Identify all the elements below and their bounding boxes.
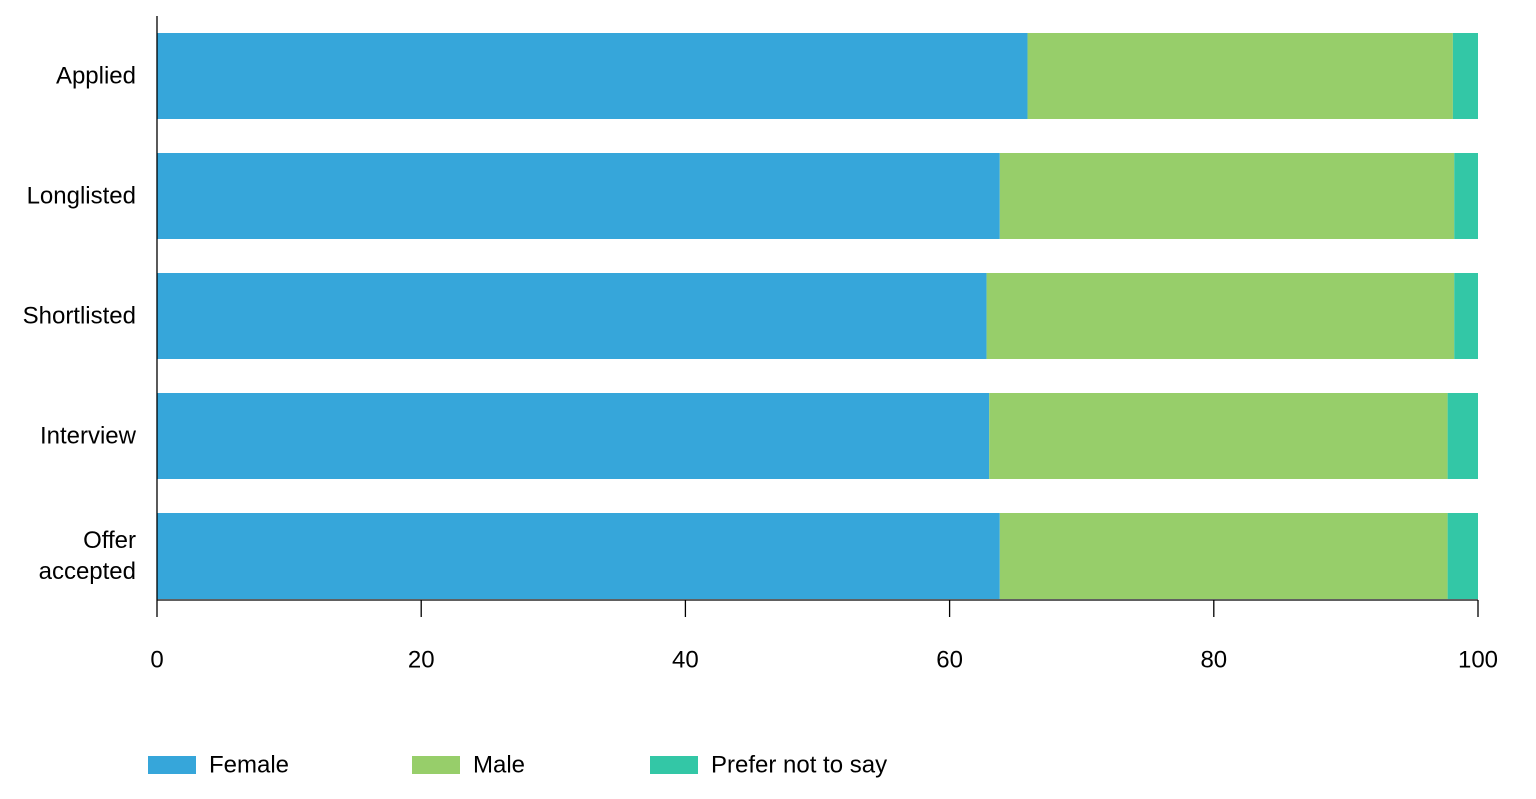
legend: Female Male Prefer not to say [148, 752, 887, 779]
category-label-offer-accepted-line-1: Offer [83, 527, 136, 554]
bar-offer-accepted-female [157, 513, 1000, 599]
legend-label-female: Female [209, 752, 289, 779]
axes-group [156, 16, 1479, 617]
x-tick-label-80: 80 [1200, 647, 1227, 674]
bars-group [157, 33, 1478, 599]
bar-applied-female [157, 33, 1028, 119]
bar-longlisted-prefer-not-to-say [1454, 153, 1478, 239]
bar-offer-accepted-prefer-not-to-say [1447, 513, 1478, 599]
legend-swatch-female [148, 756, 196, 774]
category-label-applied: Applied [56, 63, 136, 90]
bar-interview-female [157, 393, 990, 479]
legend-swatch-prefer-not-to-say [650, 756, 698, 774]
x-tick-label-20: 20 [408, 647, 435, 674]
bar-offer-accepted-male [999, 513, 1448, 599]
x-tick-label-60: 60 [936, 647, 963, 674]
legend-label-male: Male [473, 752, 525, 779]
category-labels: Applied Longlisted Shortlisted Interview Off… [23, 63, 137, 586]
bar-shortlisted-prefer-not-to-say [1454, 273, 1478, 359]
bar-longlisted-female [157, 153, 1000, 239]
x-tick-label-0: 0 [150, 647, 163, 674]
legend-label-prefer-not-to-say: Prefer not to say [711, 752, 887, 779]
category-label-offer-accepted-line-2: accepted [39, 558, 136, 585]
bar-shortlisted-female [157, 273, 987, 359]
x-tick-label-100: 100 [1458, 647, 1498, 674]
bar-interview-prefer-not-to-say [1447, 393, 1478, 479]
tick-labels: 0 20 40 60 80 100 [150, 647, 1498, 674]
bar-shortlisted-male [986, 273, 1455, 359]
bar-applied-male [1027, 33, 1453, 119]
category-label-interview: Interview [40, 423, 137, 450]
category-label-longlisted: Longlisted [27, 183, 136, 210]
x-tick-label-40: 40 [672, 647, 699, 674]
bar-interview-male [989, 393, 1448, 479]
legend-swatch-male [412, 756, 460, 774]
category-label-shortlisted: Shortlisted [23, 303, 136, 330]
bar-applied-prefer-not-to-say [1452, 33, 1478, 119]
bar-longlisted-male [999, 153, 1455, 239]
